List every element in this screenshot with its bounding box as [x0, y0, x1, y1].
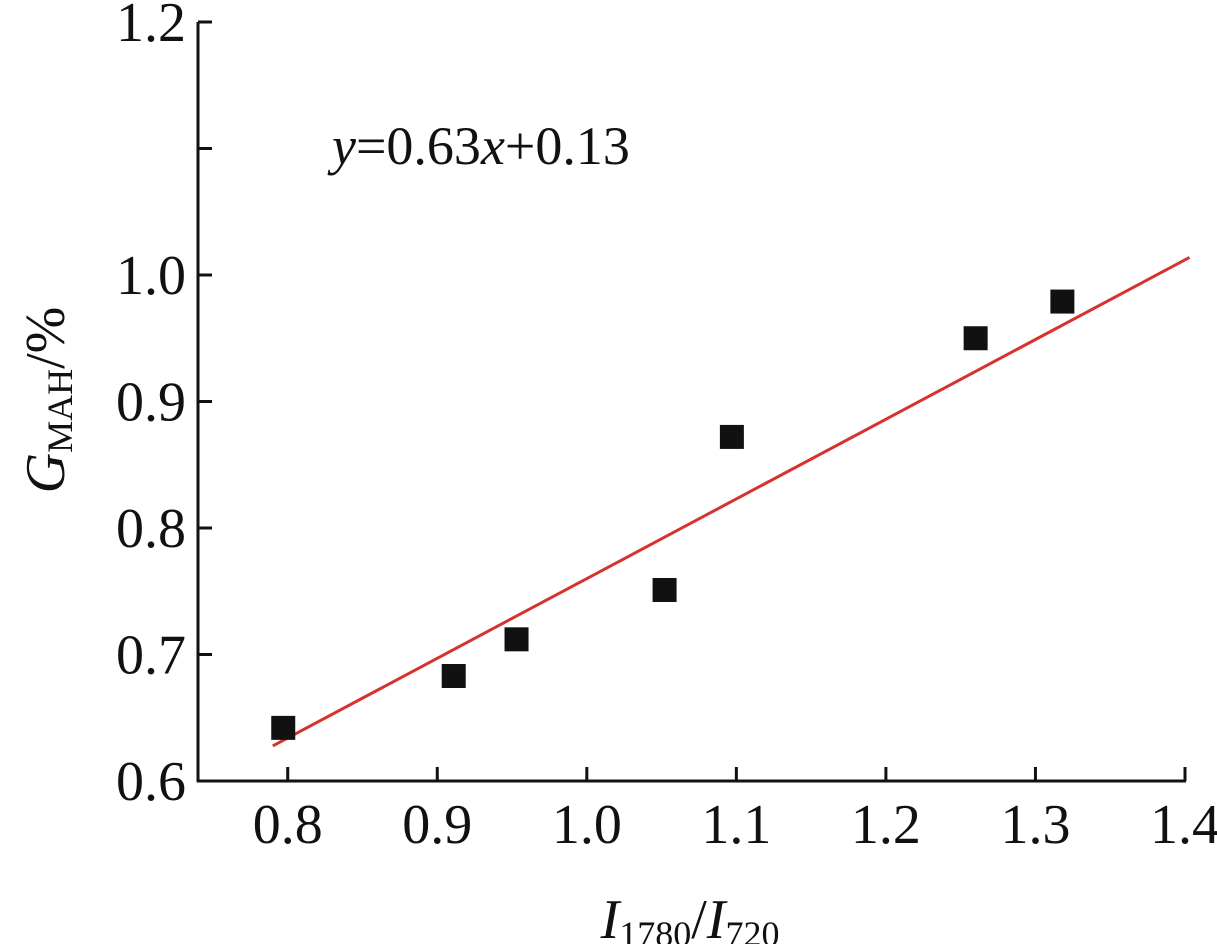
x-tick-label: 1.3	[1000, 794, 1070, 856]
x-tick-label: 0.8	[253, 794, 323, 856]
fit-equation: y=0.63x+0.13	[327, 116, 630, 176]
y-tick-label: 0.7	[116, 625, 186, 687]
axes: 0.8 0.9 1.0 1.1 1.2 1.3 1.4 0.6 0.7 0.8 0.9 1.0 1.2	[116, 0, 1217, 856]
x-tick-label: 0.9	[402, 794, 472, 856]
data-point	[441, 664, 466, 689]
y-axis-title: GMAH/%	[15, 307, 80, 494]
data-points	[271, 289, 1075, 740]
x-tick-label: 1.4	[1150, 794, 1217, 856]
data-point	[963, 326, 988, 351]
fit-line-group	[272, 256, 1191, 748]
data-point	[719, 424, 744, 449]
fit-line	[272, 256, 1191, 748]
data-point	[1050, 289, 1075, 314]
y-tick-label: 0.8	[116, 498, 186, 560]
x-tick-label: 1.2	[851, 794, 921, 856]
data-point	[504, 627, 529, 652]
y-tick-label: 0.9	[116, 372, 186, 434]
y-tick-label: 0.6	[116, 751, 186, 813]
data-point	[271, 715, 296, 740]
x-tick-label: 1.1	[701, 794, 771, 856]
x-tick-label: 1.0	[552, 794, 622, 856]
y-tick-label: 1.2	[116, 0, 186, 54]
y-tick-label: 1.0	[116, 245, 186, 307]
data-point	[652, 577, 677, 602]
x-axis-title: I1780/I720	[600, 889, 780, 944]
